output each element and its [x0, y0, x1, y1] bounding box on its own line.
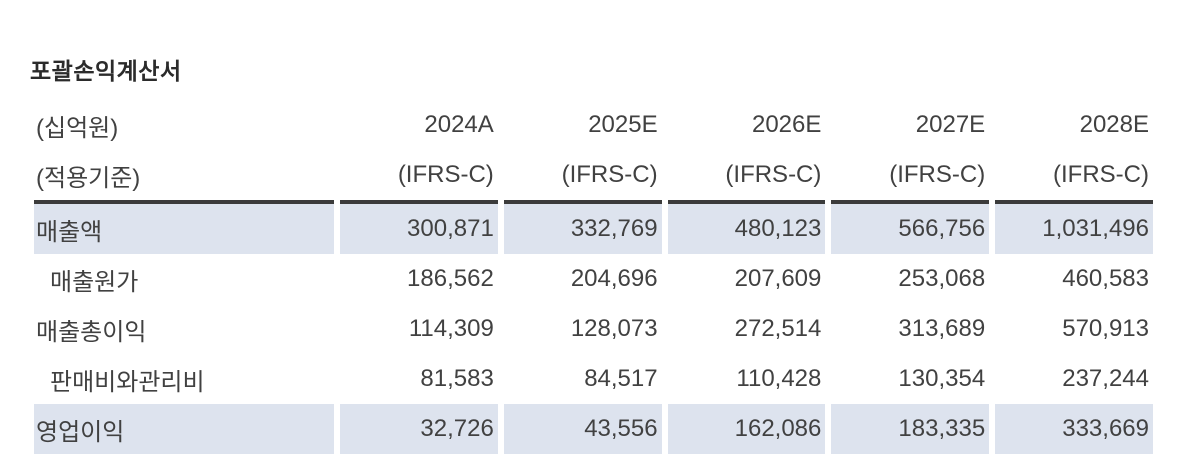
basis-value: (IFRS-C) [725, 161, 822, 188]
cell-value: 32,726 [340, 404, 498, 454]
column-header: 2027E [915, 111, 986, 138]
cell-value: 460,583 [1062, 265, 1149, 292]
cell-value: 207,609 [734, 265, 822, 292]
column-header: 2024A [424, 111, 494, 138]
cell-value: 84,517 [584, 365, 658, 392]
cell-value: 570,913 [1062, 315, 1149, 342]
basis-value: (IFRS-C) [1053, 161, 1149, 188]
cell-value: 253,068 [898, 265, 986, 292]
cell-value: 204,696 [570, 265, 658, 292]
basis-value: (IFRS-C) [397, 161, 494, 188]
row-label: 매출액 [34, 200, 334, 254]
cell-value: 332,769 [503, 200, 662, 254]
table-header-basis: (적용기준) (IFRS-C) (IFRS-C) (IFRS-C) (IFRS-… [34, 150, 1153, 200]
income-statement-table: (십억원) 2024A 2025E 2026E 2027E 2028E (적용기… [28, 100, 1159, 454]
column-header: 2028E [1079, 111, 1149, 138]
row-label: 매출총이익 [36, 318, 147, 346]
basis-value: (IFRS-C) [561, 161, 658, 188]
table-row-gross-profit: 매출총이익 114,309 128,073 272,514 313,689 57… [34, 304, 1153, 354]
cell-value: 130,354 [898, 365, 986, 392]
cell-value: 183,335 [831, 404, 990, 454]
cell-value: 566,756 [831, 200, 990, 254]
cell-value: 480,123 [667, 200, 826, 254]
cell-value: 114,309 [408, 315, 494, 342]
table-row-sganda: 판매비와관리비 81,583 84,517 110,428 130,354 23… [34, 354, 1153, 404]
cell-value: 333,669 [995, 404, 1153, 454]
cell-value: 272,514 [734, 315, 822, 342]
cell-value: 237,244 [1062, 365, 1149, 392]
row-label: 영업이익 [34, 404, 334, 454]
cell-value: 1,031,496 [995, 200, 1153, 254]
cell-value: 43,556 [503, 404, 662, 454]
column-header: 2025E [588, 111, 658, 138]
cell-value: 186,562 [407, 265, 494, 292]
table-header-years: (십억원) 2024A 2025E 2026E 2027E 2028E [34, 100, 1153, 150]
cell-value: 162,086 [667, 404, 826, 454]
cell-value: 110,428 [736, 365, 822, 392]
column-header: 2026E [751, 111, 822, 138]
cell-value: 313,689 [898, 315, 986, 342]
unit-label: (십억원) [36, 114, 119, 142]
basis-value: (IFRS-C) [889, 161, 986, 188]
cell-value: 128,073 [570, 315, 658, 342]
page-title: 포괄손익계산서 [30, 58, 182, 84]
cell-value: 300,871 [340, 200, 498, 254]
row-label: 판매비와관리비 [50, 368, 205, 396]
table-row-operating-income: 영업이익 32,726 43,556 162,086 183,335 333,6… [34, 404, 1153, 454]
cell-value: 81,583 [420, 365, 494, 392]
row-label: 매출원가 [50, 268, 139, 296]
table-row-cost-of-sales: 매출원가 186,562 204,696 207,609 253,068 460… [34, 254, 1153, 304]
basis-label: (적용기준) [36, 164, 141, 192]
table-row-revenue: 매출액 300,871 332,769 480,123 566,756 1,03… [34, 200, 1153, 254]
